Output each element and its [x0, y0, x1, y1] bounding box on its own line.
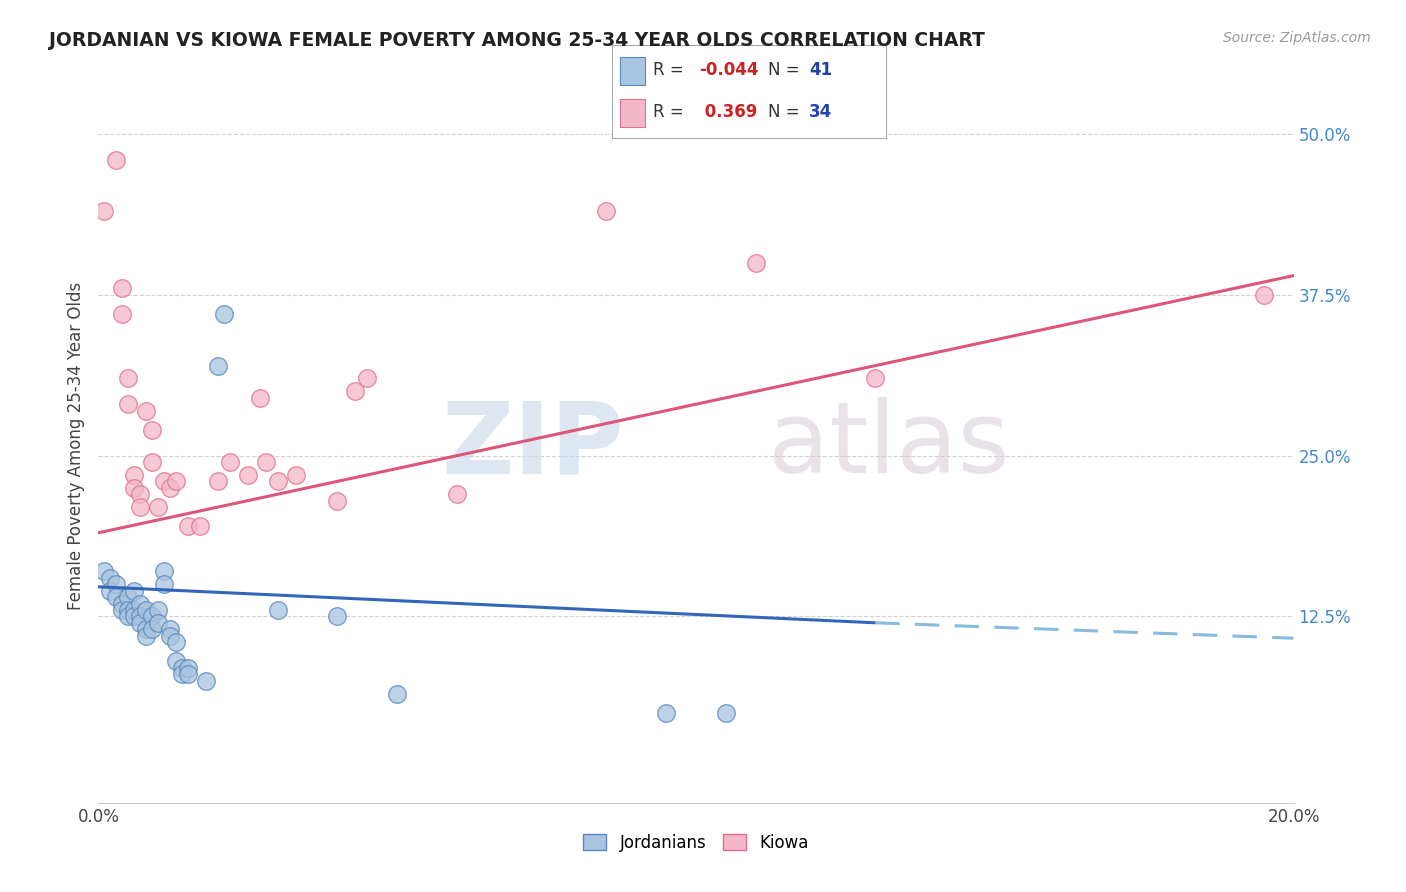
Point	[98, 583, 122, 598]
Point	[141, 622, 163, 636]
Point	[1253, 288, 1275, 302]
Point	[207, 475, 229, 489]
Point	[129, 609, 152, 624]
Text: Source: ZipAtlas.com: Source: ZipAtlas.com	[1223, 31, 1371, 45]
Point	[212, 307, 235, 321]
Point	[159, 622, 181, 636]
Point	[159, 481, 181, 495]
Point	[195, 673, 218, 688]
Text: 0.369: 0.369	[699, 103, 758, 121]
Point	[117, 371, 139, 385]
Point	[129, 597, 152, 611]
Point	[93, 565, 115, 579]
Text: R =: R =	[652, 61, 689, 78]
Point	[135, 622, 157, 636]
Text: 34: 34	[808, 103, 832, 121]
Point	[105, 590, 128, 604]
Point	[135, 403, 157, 417]
Point	[148, 603, 170, 617]
FancyBboxPatch shape	[620, 99, 644, 127]
Point	[326, 493, 349, 508]
Point	[153, 577, 176, 591]
Text: R =: R =	[652, 103, 689, 121]
Point	[117, 590, 139, 604]
Text: -0.044: -0.044	[699, 61, 759, 78]
Text: JORDANIAN VS KIOWA FEMALE POVERTY AMONG 25-34 YEAR OLDS CORRELATION CHART: JORDANIAN VS KIOWA FEMALE POVERTY AMONG …	[49, 31, 986, 50]
Point	[135, 603, 157, 617]
Point	[267, 475, 290, 489]
Point	[98, 571, 122, 585]
FancyBboxPatch shape	[620, 57, 644, 85]
Point	[117, 603, 139, 617]
Point	[141, 455, 163, 469]
Point	[236, 467, 259, 482]
Point	[148, 615, 170, 630]
Point	[446, 487, 468, 501]
Point	[219, 455, 242, 469]
Point	[124, 467, 146, 482]
Point	[207, 359, 229, 373]
Point	[254, 455, 277, 469]
Point	[129, 500, 152, 514]
Point	[111, 281, 134, 295]
Point	[153, 475, 176, 489]
Point	[177, 519, 200, 533]
Text: N =: N =	[768, 61, 804, 78]
Point	[111, 603, 134, 617]
Point	[655, 706, 678, 720]
Point	[344, 384, 367, 399]
Point	[188, 519, 211, 533]
Point	[124, 583, 146, 598]
Point	[326, 609, 349, 624]
Point	[153, 565, 176, 579]
Point	[135, 629, 157, 643]
Point	[93, 204, 115, 219]
Point	[165, 635, 187, 649]
Point	[111, 597, 134, 611]
Point	[172, 667, 194, 681]
Point	[356, 371, 378, 385]
Point	[111, 307, 134, 321]
Point	[148, 500, 170, 514]
Text: N =: N =	[768, 103, 804, 121]
Point	[141, 423, 163, 437]
Point	[745, 256, 768, 270]
Point	[105, 577, 128, 591]
Point	[141, 609, 163, 624]
Point	[165, 475, 187, 489]
Point	[129, 615, 152, 630]
Point	[714, 706, 737, 720]
Point	[284, 467, 307, 482]
Point	[595, 204, 617, 219]
Point	[124, 603, 146, 617]
Point	[385, 686, 409, 700]
Y-axis label: Female Poverty Among 25-34 Year Olds: Female Poverty Among 25-34 Year Olds	[66, 282, 84, 610]
Point	[249, 391, 271, 405]
Point	[172, 661, 194, 675]
Point	[159, 629, 181, 643]
Legend: Jordanians, Kiowa: Jordanians, Kiowa	[576, 828, 815, 859]
Text: ZIP: ZIP	[441, 398, 624, 494]
Point	[129, 487, 152, 501]
Text: 41: 41	[808, 61, 832, 78]
Text: atlas: atlas	[768, 398, 1010, 494]
Point	[177, 661, 200, 675]
Point	[124, 481, 146, 495]
Point	[165, 654, 187, 668]
Point	[105, 153, 128, 167]
Point	[177, 667, 200, 681]
Point	[117, 397, 139, 411]
Point	[117, 609, 139, 624]
Point	[267, 603, 290, 617]
Point	[865, 371, 887, 385]
Point	[124, 609, 146, 624]
